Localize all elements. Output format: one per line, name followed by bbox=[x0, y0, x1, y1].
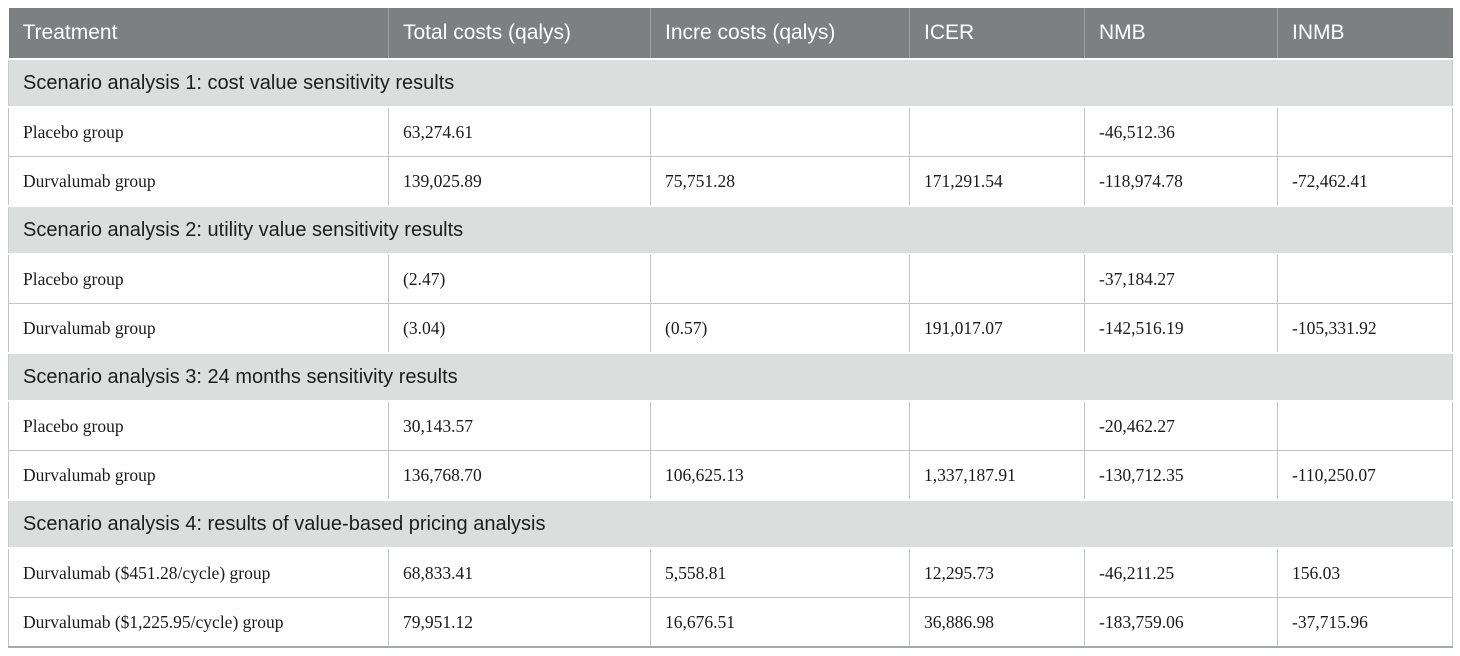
cell-treatment: Durvalumab group bbox=[8, 156, 389, 207]
column-header-nmb: NMB bbox=[1084, 8, 1278, 60]
cell-icer: 36,886.98 bbox=[909, 597, 1085, 648]
cell-incre-costs-qalys bbox=[650, 253, 910, 304]
cell-icer bbox=[909, 400, 1085, 451]
cell-inmb: -105,331.92 bbox=[1277, 303, 1453, 354]
section-row-1: Scenario analysis 1: cost value sensitiv… bbox=[8, 58, 1453, 108]
cell-treatment: Durvalumab group bbox=[8, 303, 389, 354]
table-row: Durvalumab ($451.28/cycle) group 68,833.4… bbox=[8, 547, 1453, 598]
cell-treatment: Placebo group bbox=[8, 106, 389, 157]
cell-inmb: -72,462.41 bbox=[1277, 156, 1453, 207]
table-row: Placebo group 63,274.61 -46,512.36 bbox=[8, 106, 1453, 157]
cell-total-costs-qalys: 30,143.57 bbox=[388, 400, 651, 451]
cell-inmb bbox=[1277, 106, 1453, 157]
column-header-treatment: Treatment bbox=[8, 8, 389, 60]
cell-total-costs-qalys: 136,768.70 bbox=[388, 450, 651, 501]
column-header-total-costs-qalys: Total costs (qalys) bbox=[388, 8, 651, 60]
section-row-3: Scenario analysis 3: 24 months sensitivi… bbox=[8, 352, 1453, 402]
cell-incre-costs-qalys: 5,558.81 bbox=[650, 547, 910, 598]
column-header-incre-costs-qalys: Incre costs (qalys) bbox=[650, 8, 910, 60]
section-title: Scenario analysis 3: 24 months sensitivi… bbox=[8, 352, 1453, 402]
cell-nmb: -46,211.25 bbox=[1084, 547, 1278, 598]
cell-nmb: -37,184.27 bbox=[1084, 253, 1278, 304]
column-header-inmb: INMB bbox=[1277, 8, 1453, 60]
table-row: Durvalumab group 139,025.89 75,751.28 171,2… bbox=[8, 156, 1453, 207]
cell-inmb: -37,715.96 bbox=[1277, 597, 1453, 648]
section-title: Scenario analysis 4: results of value-ba… bbox=[8, 499, 1453, 549]
cell-nmb: -118,974.78 bbox=[1084, 156, 1278, 207]
table-row: Placebo group 30,143.57 -20,462.27 bbox=[8, 400, 1453, 451]
table-row: Durvalumab group (3.04) (0.57) 191,017.07 -1… bbox=[8, 303, 1453, 354]
header-row: Treatment Total costs (qalys) Incre costs … bbox=[8, 8, 1453, 60]
scenario-results-table: Treatment Total costs (qalys) Incre costs … bbox=[8, 8, 1453, 648]
cell-icer: 1,337,187.91 bbox=[909, 450, 1085, 501]
cell-incre-costs-qalys bbox=[650, 400, 910, 451]
cell-incre-costs-qalys bbox=[650, 106, 910, 157]
cell-inmb: -110,250.07 bbox=[1277, 450, 1453, 501]
cell-icer: 12,295.73 bbox=[909, 547, 1085, 598]
cell-treatment: Placebo group bbox=[8, 400, 389, 451]
cell-nmb: -46,512.36 bbox=[1084, 106, 1278, 157]
cell-incre-costs-qalys: (0.57) bbox=[650, 303, 910, 354]
table-row: Durvalumab group 136,768.70 106,625.13 1,33… bbox=[8, 450, 1453, 501]
section-row-2: Scenario analysis 2: utility value sensi… bbox=[8, 205, 1453, 255]
cell-total-costs-qalys: 63,274.61 bbox=[388, 106, 651, 157]
cell-treatment: Placebo group bbox=[8, 253, 389, 304]
cell-incre-costs-qalys: 75,751.28 bbox=[650, 156, 910, 207]
cell-nmb: -142,516.19 bbox=[1084, 303, 1278, 354]
cell-total-costs-qalys: (2.47) bbox=[388, 253, 651, 304]
cell-nmb: -183,759.06 bbox=[1084, 597, 1278, 648]
cell-incre-costs-qalys: 106,625.13 bbox=[650, 450, 910, 501]
cell-treatment: Durvalumab ($451.28/cycle) group bbox=[8, 547, 389, 598]
section-title: Scenario analysis 1: cost value sensitiv… bbox=[8, 58, 1453, 108]
cell-total-costs-qalys: 139,025.89 bbox=[388, 156, 651, 207]
cell-inmb bbox=[1277, 253, 1453, 304]
cell-incre-costs-qalys: 16,676.51 bbox=[650, 597, 910, 648]
cell-total-costs-qalys: 68,833.41 bbox=[388, 547, 651, 598]
table-row: Durvalumab ($1,225.95/cycle) group 79,951… bbox=[8, 597, 1453, 648]
cell-icer: 171,291.54 bbox=[909, 156, 1085, 207]
cell-inmb: 156.03 bbox=[1277, 547, 1453, 598]
column-header-icer: ICER bbox=[909, 8, 1085, 60]
cell-icer bbox=[909, 106, 1085, 157]
cell-nmb: -130,712.35 bbox=[1084, 450, 1278, 501]
section-row-4: Scenario analysis 4: results of value-ba… bbox=[8, 499, 1453, 549]
cell-total-costs-qalys: (3.04) bbox=[388, 303, 651, 354]
cell-inmb bbox=[1277, 400, 1453, 451]
cell-icer: 191,017.07 bbox=[909, 303, 1085, 354]
table-row: Placebo group (2.47) -37,184.27 bbox=[8, 253, 1453, 304]
cell-nmb: -20,462.27 bbox=[1084, 400, 1278, 451]
section-title: Scenario analysis 2: utility value sensi… bbox=[8, 205, 1453, 255]
cell-treatment: Durvalumab group bbox=[8, 450, 389, 501]
cell-icer bbox=[909, 253, 1085, 304]
cell-treatment: Durvalumab ($1,225.95/cycle) group bbox=[8, 597, 389, 648]
cell-total-costs-qalys: 79,951.12 bbox=[388, 597, 651, 648]
